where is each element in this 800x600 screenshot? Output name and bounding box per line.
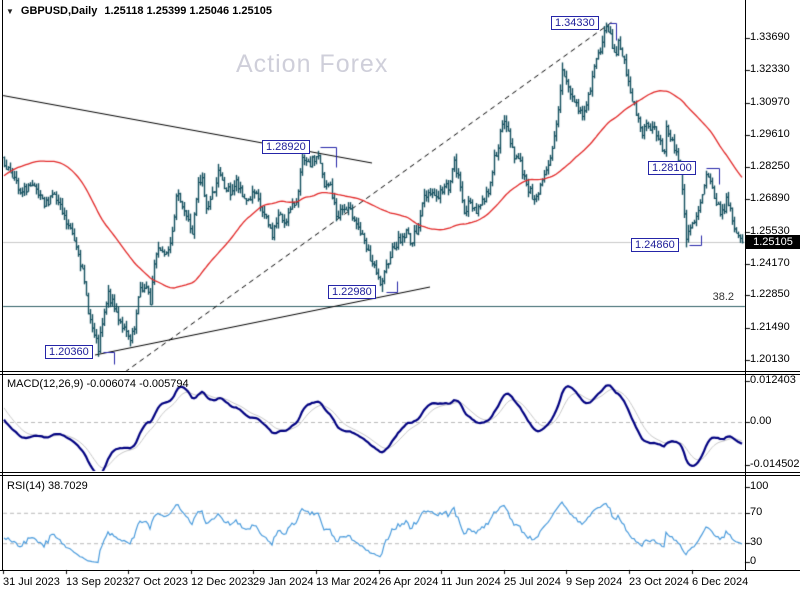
watermark: Action Forex: [236, 50, 389, 78]
rsi-axis-label: 100: [750, 480, 769, 492]
date-axis-label: 23 Oct 2024: [629, 576, 689, 588]
macd-panel-top-border[interactable]: [0, 374, 800, 375]
rsi-panel-top-border[interactable]: [0, 475, 800, 476]
price-axis-label: 1.32330: [750, 63, 790, 76]
price-callout-label: 1.34330: [551, 16, 599, 30]
date-axis-label: 11 Jun 2024: [441, 576, 501, 588]
rsi-indicator-label: RSI(14) 38.7029: [7, 480, 88, 492]
date-axis-label: 31 Jul 2023: [3, 576, 60, 588]
date-axis-label: 25 Jul 2024: [504, 576, 561, 588]
price-axis-label: 1.20130: [750, 352, 790, 365]
symbol-label: GBPUSD,Daily: [20, 5, 98, 17]
price-callout-label: 1.28920: [262, 140, 310, 154]
price-axis-label: 1.21490: [750, 320, 790, 333]
macd-indicator-label: MACD(12,26,9) -0.006074 -0.005794: [7, 378, 189, 390]
price-callout-label: 1.20360: [45, 345, 93, 359]
fib-38-2-label: 38.2: [712, 291, 734, 303]
date-axis-label: 12 Dec 2023: [191, 576, 254, 588]
price-axis-label: 1.33690: [750, 31, 790, 43]
left-border: [2, 0, 3, 570]
date-axis-label: 27 Oct 2023: [128, 576, 188, 588]
price-axis-line[interactable]: [745, 0, 746, 570]
date-axis-label: 13 Mar 2024: [316, 576, 378, 588]
macd-axis-label: 0.012403: [750, 374, 796, 386]
ohlc-quote: 1.25118 1.25399 1.25046 1.25105: [104, 5, 272, 17]
price-callout-label: 1.24860: [631, 238, 679, 252]
macd-axis-label: -0.014502: [750, 458, 800, 470]
rsi-axis-label: 0: [750, 555, 757, 567]
date-axis-label: 29 Jan 2024: [253, 576, 314, 588]
main-panel-border: [0, 371, 800, 372]
date-axis-label: 6 Dec 2024: [692, 576, 749, 588]
current-price-tag: 1.25105: [746, 235, 800, 249]
price-axis-label: 1.26890: [750, 192, 790, 205]
price-axis-label: 1.25530: [750, 224, 790, 237]
price-axis-label: 1.30970: [750, 95, 790, 108]
rsi-axis-label: 70: [750, 506, 763, 518]
date-axis-label: 26 Apr 2024: [379, 576, 439, 588]
price-axis-label: 1.24170: [750, 257, 790, 269]
price-callout-label: 1.22980: [328, 285, 376, 299]
price-callout-label: 1.28100: [648, 161, 696, 175]
price-axis-label: 1.22850: [750, 288, 790, 301]
date-axis-label: 13 Sep 2023: [66, 576, 129, 588]
rsi-panel-bottom-border: [0, 570, 800, 571]
chart-title: ▼ GBPUSD,Daily 1.25118 1.25399 1.25046 1…: [6, 5, 272, 17]
symbol-dropdown-icon[interactable]: ▼: [6, 6, 14, 16]
price-axis-label: 1.29610: [750, 127, 790, 140]
rsi-axis-label: 30: [750, 536, 763, 548]
date-axis-label: 9 Sep 2024: [566, 576, 623, 588]
price-axis-label: 1.28250: [750, 160, 790, 173]
macd-panel-bottom-border: [0, 472, 800, 473]
macd-axis-label: 0.00: [750, 415, 772, 427]
